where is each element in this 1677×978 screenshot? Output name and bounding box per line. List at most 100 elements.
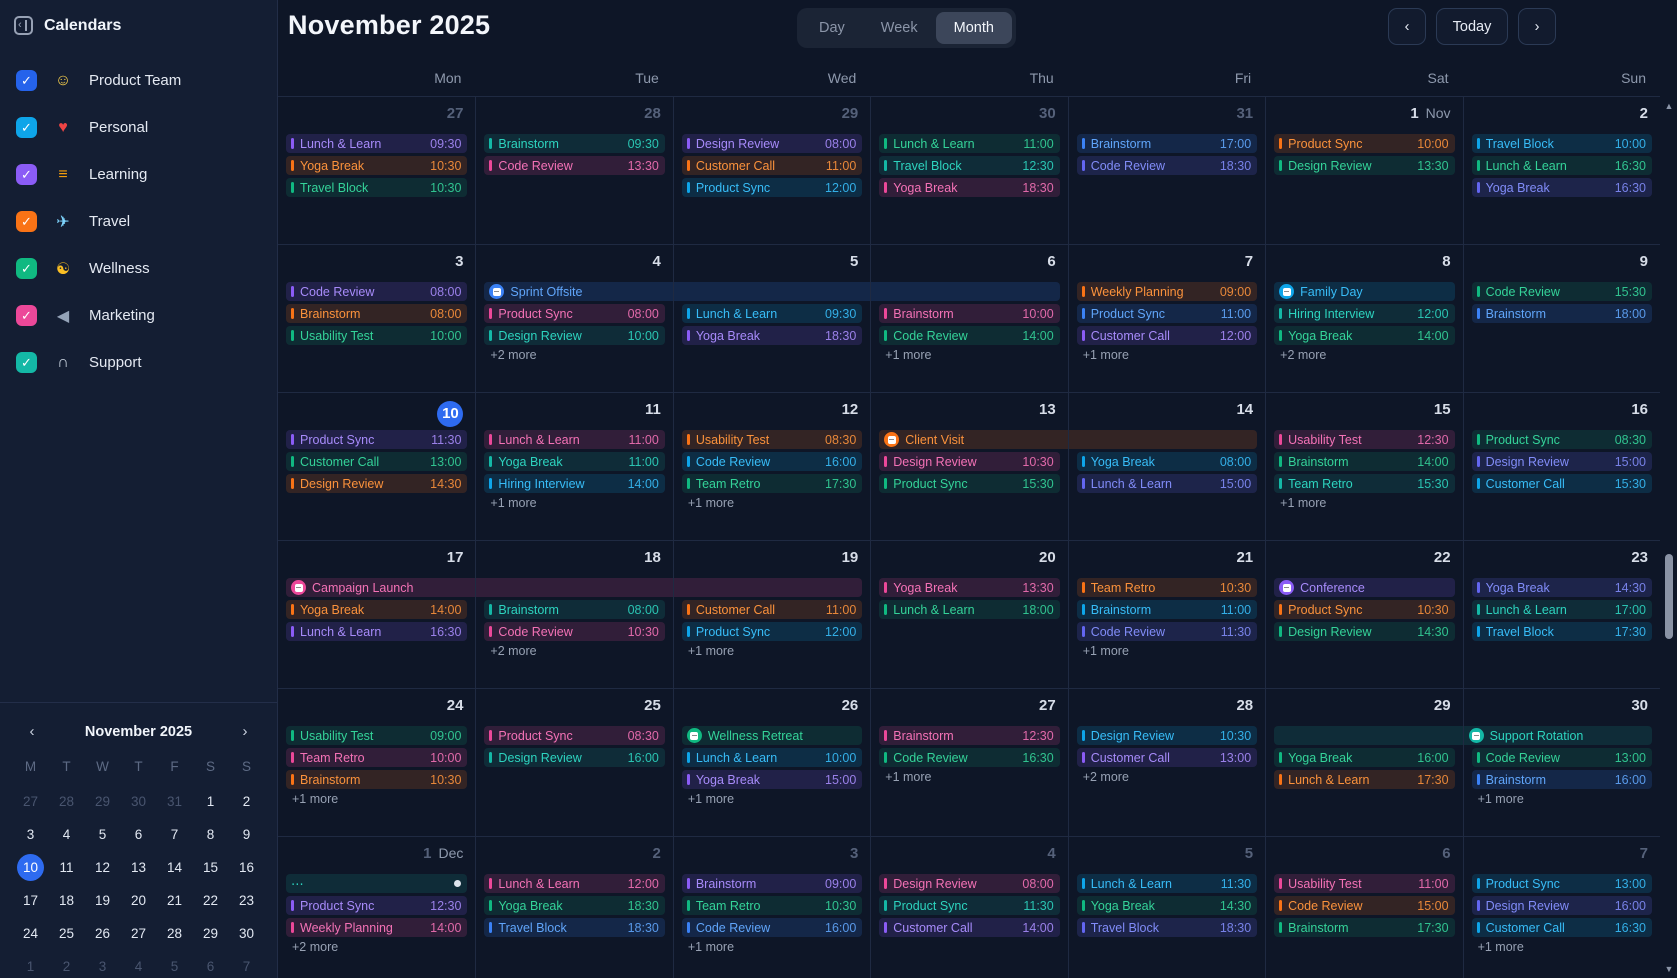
more-events-link[interactable]: +1 more <box>1477 940 1524 954</box>
event-pill[interactable]: Product Sync 12:00 <box>681 622 863 641</box>
event-pill[interactable]: Brainstorm 18:00 <box>1471 304 1652 323</box>
calendar-checkbox[interactable]: ✓ <box>16 117 37 138</box>
day-cell[interactable]: 30 Support Rotation Code Review 13:00 Brains… <box>1462 689 1660 836</box>
event-pill[interactable]: Design Review 13:30 <box>1274 156 1455 175</box>
event-pill[interactable]: Design Review 16:00 <box>484 748 665 767</box>
event-pill[interactable]: Lunch & Learn 10:00 <box>681 748 863 767</box>
day-cell[interactable]: 19 Customer Call 11:00 Product Sync 12:00 +1 … <box>672 541 870 688</box>
event-pill[interactable]: Yoga Break 16:30 <box>1471 178 1652 197</box>
event-pill[interactable]: Brainstorm 12:30 <box>879 726 1060 745</box>
more-events-link[interactable]: +1 more <box>292 792 339 806</box>
event-pill[interactable]: Design Review 10:00 <box>484 326 665 345</box>
mini-day[interactable]: 4 <box>134 958 143 974</box>
event-pill[interactable]: Product Sync 08:30 <box>484 726 665 745</box>
mini-day[interactable]: 9 <box>242 826 251 842</box>
overflow-event-bar[interactable]: ⋯ <box>286 874 468 893</box>
allday-event-pill[interactable]: Campaign Launch <box>286 578 476 597</box>
mini-day[interactable]: 18 <box>58 892 75 908</box>
event-pill[interactable]: Lunch & Learn 18:00 <box>879 600 1060 619</box>
event-pill[interactable]: Travel Block 10:00 <box>1471 134 1652 153</box>
allday-event-pill[interactable]: Sprint Offsite <box>484 282 673 301</box>
day-cell[interactable]: 26 Wellness Retreat Lunch & Learn 10:00 Yoga… <box>672 689 870 836</box>
more-events-link[interactable]: +1 more <box>1082 644 1129 658</box>
mini-day[interactable]: 23 <box>238 892 255 908</box>
mini-day[interactable]: 30 <box>238 925 255 941</box>
more-events-link[interactable]: +1 more <box>687 644 735 658</box>
event-pill[interactable]: Weekly Planning 14:00 <box>286 918 468 937</box>
event-pill[interactable]: Brainstorm 17:30 <box>1274 918 1455 937</box>
event-pill[interactable]: Usability Test 08:30 <box>681 430 863 449</box>
event-pill[interactable]: Brainstorm 08:00 <box>484 600 665 619</box>
more-events-link[interactable]: +1 more <box>490 496 537 510</box>
mini-day[interactable]: 17 <box>22 892 39 908</box>
event-pill[interactable]: Team Retro 10:30 <box>1076 578 1258 597</box>
grid-scrollbar[interactable]: ▲ ▼ <box>1662 97 1676 978</box>
more-events-link[interactable]: +2 more <box>1280 348 1327 362</box>
event-pill[interactable]: Customer Call 11:00 <box>681 600 863 619</box>
more-events-link[interactable]: +2 more <box>490 644 537 658</box>
day-cell[interactable]: 29 Yoga Break 16:00 Lunch & Learn 17:30 <box>1265 689 1463 836</box>
day-cell[interactable]: 8 Family Day Hiring Interview 12:00 Yoga Bre… <box>1265 245 1462 392</box>
day-cell[interactable]: 7 Weekly Planning 09:00 Product Sync 11:00 Cu… <box>1067 245 1265 392</box>
scroll-down-arrow[interactable]: ▼ <box>1664 964 1674 974</box>
calendar-item-personal[interactable]: ✓ ♥ Personal <box>0 104 277 151</box>
mini-day[interactable]: 31 <box>166 793 183 809</box>
event-pill[interactable]: Product Sync 10:00 <box>1274 134 1455 153</box>
event-pill[interactable]: Customer Call 13:00 <box>286 452 468 471</box>
event-pill[interactable]: Lunch & Learn 11:30 <box>1076 874 1258 893</box>
event-pill[interactable]: Customer Call 15:30 <box>1471 474 1652 493</box>
event-pill[interactable]: Lunch & Learn 16:30 <box>286 622 468 641</box>
event-pill[interactable]: Brainstorm 09:30 <box>484 134 665 153</box>
event-pill[interactable]: Lunch & Learn 16:30 <box>1471 156 1652 175</box>
event-pill[interactable]: Lunch & Learn 11:00 <box>484 430 665 449</box>
day-cell[interactable]: 27 Brainstorm 12:30 Code Review 16:30 +1 more <box>870 689 1067 836</box>
event-pill[interactable]: Code Review 11:30 <box>1076 622 1258 641</box>
mini-day[interactable]: 5 <box>170 958 179 974</box>
calendar-item-travel[interactable]: ✓ ✈ Travel <box>0 198 277 245</box>
event-pill[interactable]: Product Sync 08:30 <box>1471 430 1652 449</box>
event-pill[interactable]: Product Sync 10:30 <box>1274 600 1455 619</box>
multiday-continuation-bar[interactable] <box>673 578 863 597</box>
mini-day[interactable]: 20 <box>130 892 147 908</box>
day-cell[interactable]: 1 Nov Product Sync 10:00 Design Review 13:30 <box>1265 97 1462 244</box>
event-pill[interactable]: Yoga Break 18:30 <box>484 896 665 915</box>
event-pill[interactable]: Code Review 13:00 <box>1471 748 1652 767</box>
mini-day[interactable]: 3 <box>26 826 35 842</box>
event-pill[interactable]: Product Sync 12:30 <box>286 896 468 915</box>
day-cell[interactable]: 24 Usability Test 09:00 Team Retro 10:00 Brai… <box>278 689 475 836</box>
event-pill[interactable]: Yoga Break 18:30 <box>681 326 863 345</box>
mini-day[interactable]: 8 <box>206 826 215 842</box>
more-events-link[interactable]: +1 more <box>687 496 735 510</box>
sidebar-collapse-icon[interactable]: ‹ <box>14 16 33 35</box>
event-pill[interactable]: Brainstorm 11:00 <box>1076 600 1258 619</box>
event-pill[interactable]: Team Retro 17:30 <box>681 474 863 493</box>
event-pill[interactable]: Design Review 14:30 <box>1274 622 1455 641</box>
event-pill[interactable]: Travel Block 18:30 <box>484 918 665 937</box>
multiday-continuation-bar[interactable] <box>673 282 871 301</box>
event-pill[interactable]: Design Review 16:00 <box>1471 896 1652 915</box>
mini-day[interactable]: 16 <box>238 859 255 875</box>
day-cell[interactable]: 15 Usability Test 12:30 Brainstorm 14:00 Team… <box>1265 393 1462 540</box>
mini-day[interactable]: 10 <box>13 853 49 881</box>
mini-day[interactable]: 1 <box>26 958 35 974</box>
day-cell[interactable]: 13 Client Visit Design Review 10:30 Product … <box>870 393 1068 540</box>
mini-day[interactable]: 29 <box>202 925 219 941</box>
mini-prev-button[interactable]: ‹ <box>29 723 35 740</box>
event-pill[interactable]: Code Review 16:00 <box>681 918 863 937</box>
view-month-button[interactable]: Month <box>935 12 1012 44</box>
event-pill[interactable]: Customer Call 13:00 <box>1076 748 1258 767</box>
event-pill[interactable]: Code Review 16:00 <box>681 452 863 471</box>
mini-day[interactable]: 6 <box>206 958 215 974</box>
day-cell[interactable]: 23 Yoga Break 14:30 Lunch & Learn 17:00 Trave… <box>1462 541 1660 688</box>
calendar-checkbox[interactable]: ✓ <box>16 70 37 91</box>
event-pill[interactable]: Design Review 10:30 <box>1076 726 1258 745</box>
mini-day[interactable]: 1 <box>206 793 215 809</box>
event-pill[interactable]: Yoga Break 14:00 <box>286 600 468 619</box>
mini-day[interactable]: 6 <box>134 826 143 842</box>
event-pill[interactable]: Yoga Break 08:00 <box>1076 452 1258 471</box>
mini-day[interactable]: 19 <box>94 892 111 908</box>
event-pill[interactable]: Code Review 13:30 <box>484 156 665 175</box>
event-pill[interactable]: Customer Call 11:00 <box>681 156 863 175</box>
allday-event-pill[interactable]: Wellness Retreat <box>681 726 863 745</box>
calendar-checkbox[interactable]: ✓ <box>16 258 37 279</box>
